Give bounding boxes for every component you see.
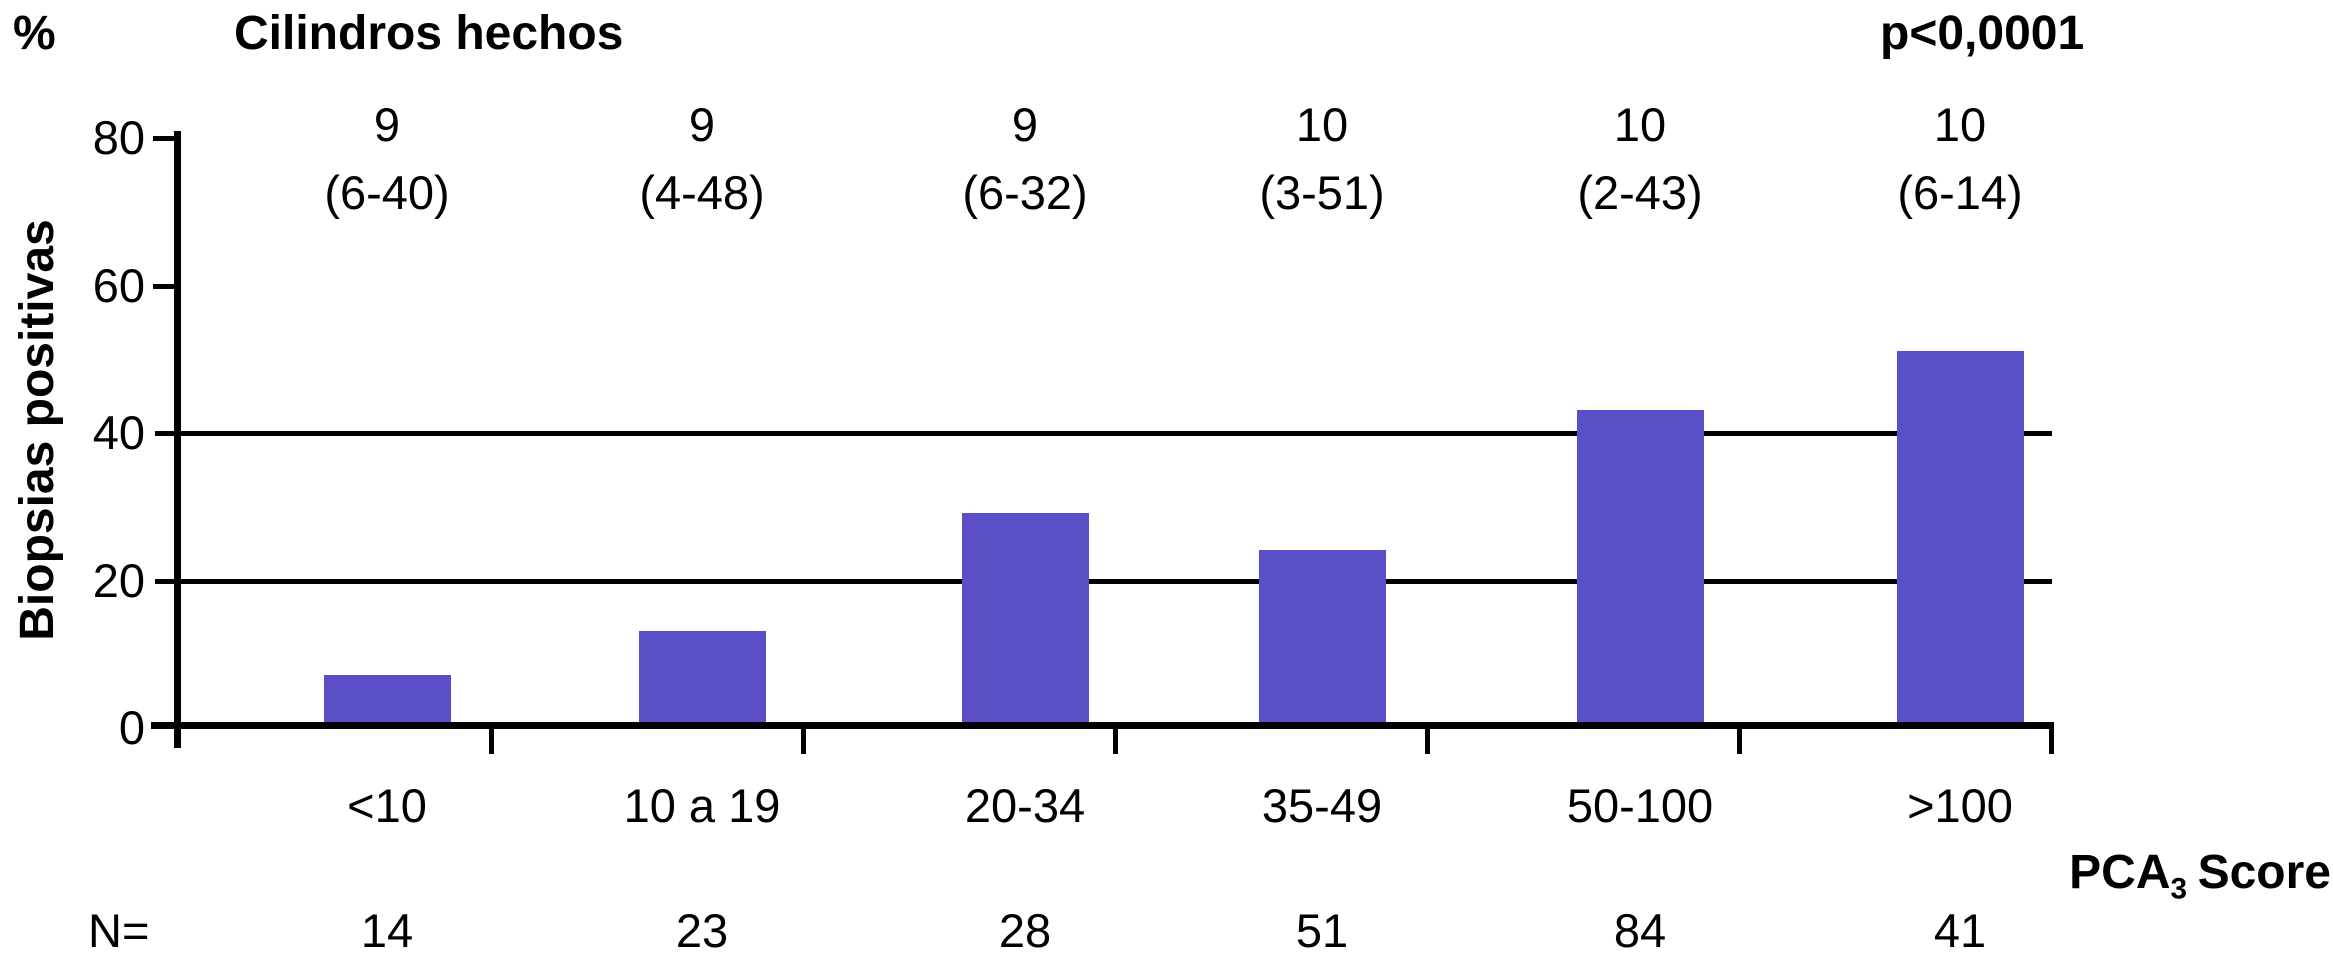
y-tick-80 bbox=[153, 136, 179, 141]
bar-50-100 bbox=[1576, 410, 1704, 727]
x-tick-3 bbox=[1113, 722, 1118, 754]
bar-35-49 bbox=[1258, 550, 1386, 727]
x-tick-label-<10: <10 bbox=[347, 779, 427, 832]
cores-range-35-49: (3-51) bbox=[1259, 166, 1385, 219]
x-axis-line bbox=[151, 722, 2052, 729]
x-tick-4 bbox=[1425, 722, 1430, 754]
n-row-label: N= bbox=[88, 904, 150, 957]
n-value-50-100: 84 bbox=[1613, 904, 1667, 957]
cores-median-<10: 9 bbox=[373, 98, 401, 151]
gridline-20 bbox=[155, 578, 2052, 584]
y-tick-60 bbox=[153, 283, 179, 289]
cores-range-50-100: (2-43) bbox=[1577, 166, 1703, 219]
x-axis-title-subscript: 3 bbox=[2170, 872, 2188, 906]
x-tick-5 bbox=[1737, 722, 1742, 754]
cores-median-10 a 19: 9 bbox=[688, 98, 716, 151]
x-tick-6 bbox=[2049, 722, 2054, 754]
y-tick-label-60: 60 bbox=[92, 258, 145, 312]
x-axis-title-main: PCA bbox=[2069, 846, 2171, 899]
y-axis-unit-label: % bbox=[13, 7, 56, 60]
y-tick-label-40: 40 bbox=[92, 406, 145, 459]
cores-median->100: 10 bbox=[1933, 98, 1987, 151]
bar-20-34 bbox=[961, 513, 1089, 727]
chart-title: Cilindros hechos bbox=[234, 7, 624, 60]
cores-median-50-100: 10 bbox=[1613, 98, 1667, 151]
y-tick-label-80: 80 bbox=[92, 111, 145, 164]
y-tick-label-20: 20 bbox=[92, 553, 145, 607]
x-tick-label-35-49: 35-49 bbox=[1261, 779, 1383, 832]
x-tick-label-50-100: 50-100 bbox=[1566, 779, 1714, 832]
x-axis-title: PCA3 Score bbox=[2069, 845, 2331, 918]
x-tick-2 bbox=[801, 722, 806, 754]
cores-range-20-34: (6-32) bbox=[962, 166, 1088, 219]
cores-median-35-49: 10 bbox=[1295, 98, 1349, 151]
cores-range->100: (6-14) bbox=[1897, 166, 2023, 219]
x-tick-label-20-34: 20-34 bbox=[964, 779, 1086, 832]
gridline-40 bbox=[155, 431, 2052, 436]
cores-median-20-34: 9 bbox=[1011, 98, 1039, 151]
p-value-label: p<0,0001 bbox=[1880, 7, 2085, 60]
n-value->100: 41 bbox=[1933, 904, 1987, 957]
x-tick-1 bbox=[489, 722, 494, 754]
n-value-20-34: 28 bbox=[998, 904, 1052, 957]
x-axis-title-rest: Score bbox=[2197, 846, 2331, 899]
x-tick-label->100: >100 bbox=[1907, 779, 2013, 832]
y-axis-line bbox=[174, 131, 181, 748]
x-tick-label-10 a 19: 10 a 19 bbox=[623, 779, 781, 832]
y-tick-label-0: 0 bbox=[118, 701, 145, 754]
bar-10 a 19 bbox=[638, 631, 766, 727]
bar-<10 bbox=[323, 675, 451, 727]
n-value-10 a 19: 23 bbox=[675, 904, 729, 957]
bar->100 bbox=[1896, 351, 2024, 727]
cores-range-<10: (6-40) bbox=[324, 166, 450, 219]
n-value-35-49: 51 bbox=[1295, 904, 1349, 957]
n-value-<10: 14 bbox=[360, 904, 414, 957]
cores-range-10 a 19: (4-48) bbox=[639, 166, 765, 219]
